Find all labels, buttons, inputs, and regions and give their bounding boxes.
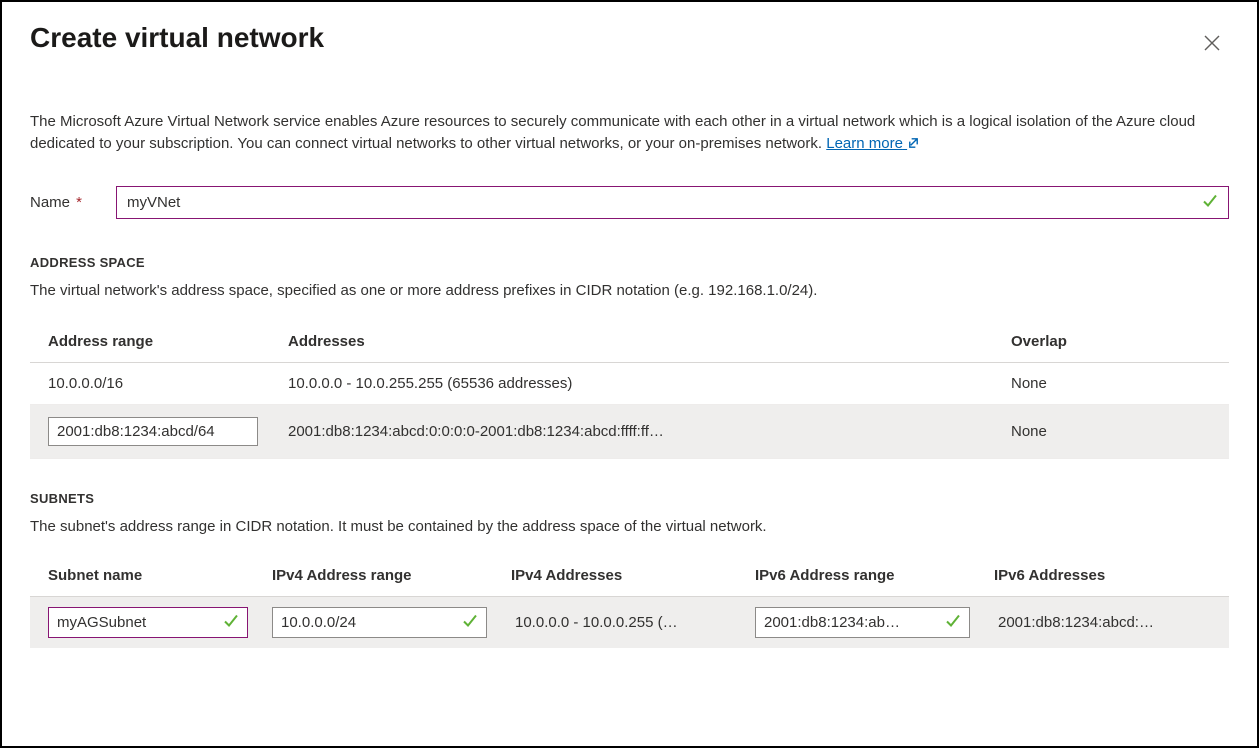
check-icon xyxy=(222,612,240,633)
subnets-description: The subnet's address range in CIDR notat… xyxy=(30,518,1229,535)
subnet-header-row: Subnet name IPv4 Address range IPv4 Addr… xyxy=(30,557,1229,597)
col-ipv6-addresses: IPv6 Addresses xyxy=(994,567,1211,584)
col-ipv4-addresses: IPv4 Addresses xyxy=(511,567,741,584)
subnet-v4range-input[interactable] xyxy=(272,607,487,638)
subnet-name-input[interactable] xyxy=(48,607,248,638)
name-input-wrap xyxy=(116,186,1229,219)
subnet-v6range-input[interactable] xyxy=(755,607,970,638)
col-address-range: Address range xyxy=(48,333,288,350)
panel-header: Create virtual network xyxy=(30,22,1229,59)
addresses-cell: 2001:db8:1234:abcd:0:0:0:0-2001:db8:1234… xyxy=(288,423,1011,440)
address-row: 10.0.0.0/16 10.0.0.0 - 10.0.255.255 (655… xyxy=(30,363,1229,405)
name-label: Name * xyxy=(30,194,116,211)
name-input[interactable] xyxy=(116,186,1229,219)
name-label-text: Name xyxy=(30,194,70,211)
address-space-description: The virtual network's address space, spe… xyxy=(30,282,1229,299)
check-icon xyxy=(944,612,962,633)
col-subnet-name: Subnet name xyxy=(48,567,258,584)
subnet-v6range-cell xyxy=(755,607,980,638)
close-icon xyxy=(1203,34,1221,52)
subnet-name-cell xyxy=(48,607,258,638)
overlap-cell: None xyxy=(1011,375,1211,392)
address-range-cell xyxy=(48,417,288,446)
col-overlap: Overlap xyxy=(1011,333,1211,350)
description-text: The Microsoft Azure Virtual Network serv… xyxy=(30,113,1195,152)
subnet-v4range-cell xyxy=(272,607,497,638)
subnets-heading: SUBNETS xyxy=(30,491,1229,506)
subnet-v4addresses-cell: 10.0.0.0 - 10.0.0.255 (… xyxy=(511,608,741,637)
address-range-cell: 10.0.0.0/16 xyxy=(48,375,288,392)
learn-more-label: Learn more xyxy=(826,135,903,152)
panel-description: The Microsoft Azure Virtual Network serv… xyxy=(30,111,1229,156)
addresses-cell: 10.0.0.0 - 10.0.255.255 (65536 addresses… xyxy=(288,375,1011,392)
address-space-header-row: Address range Addresses Overlap xyxy=(30,321,1229,363)
check-icon xyxy=(461,612,479,633)
page-title: Create virtual network xyxy=(30,22,324,54)
create-vnet-panel: Create virtual network The Microsoft Azu… xyxy=(2,2,1257,746)
col-ipv4-range: IPv4 Address range xyxy=(272,567,497,584)
address-space-table: Address range Addresses Overlap 10.0.0.0… xyxy=(30,321,1229,459)
name-field-row: Name * xyxy=(30,186,1229,219)
col-addresses: Addresses xyxy=(288,333,1011,350)
address-space-heading: ADDRESS SPACE xyxy=(30,255,1229,270)
learn-more-link[interactable]: Learn more xyxy=(826,135,920,152)
subnets-table: Subnet name IPv4 Address range IPv4 Addr… xyxy=(30,557,1229,648)
close-button[interactable] xyxy=(1195,30,1229,59)
subnet-v6addresses-cell: 2001:db8:1234:abcd:… xyxy=(994,608,1211,637)
check-icon xyxy=(1201,192,1219,213)
col-ipv6-range: IPv6 Address range xyxy=(755,567,980,584)
subnet-row: 10.0.0.0 - 10.0.0.255 (… 2001:db8:1234:a… xyxy=(30,597,1229,648)
overlap-cell: None xyxy=(1011,423,1211,440)
address-range-input[interactable] xyxy=(48,417,258,446)
required-asterisk: * xyxy=(72,194,82,211)
external-link-icon xyxy=(907,134,920,156)
address-row: 2001:db8:1234:abcd:0:0:0:0-2001:db8:1234… xyxy=(30,405,1229,459)
